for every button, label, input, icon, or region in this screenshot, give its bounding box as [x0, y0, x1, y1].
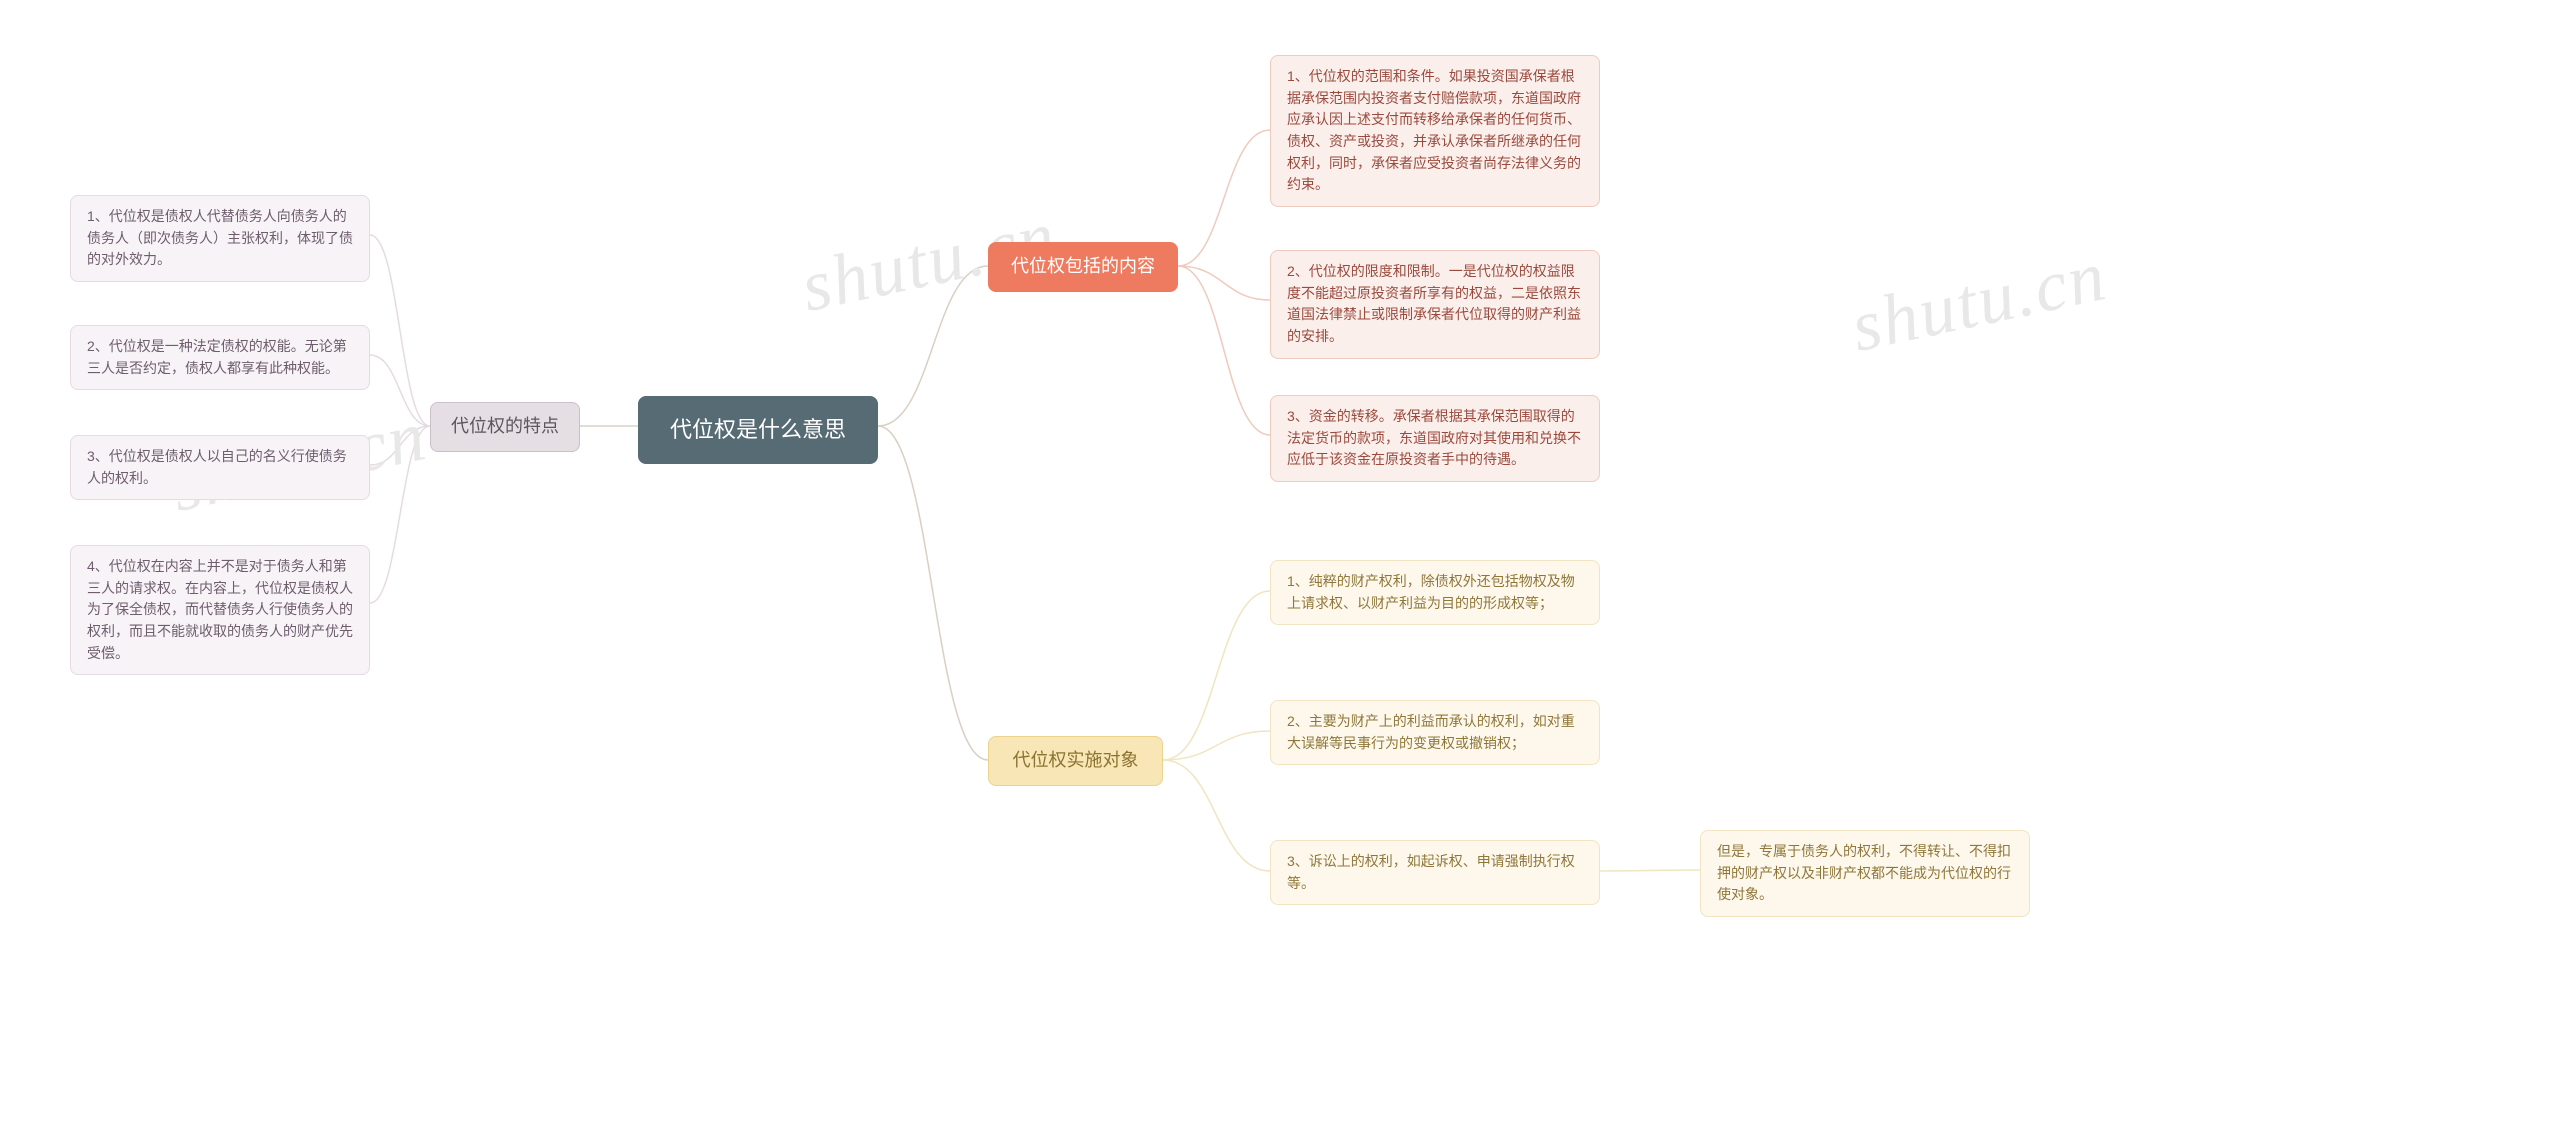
root-node: 代位权是什么意思 — [638, 396, 878, 464]
branch-0: 代位权包括的内容 — [988, 242, 1178, 292]
branch-0-leaf: 1、代位权的范围和条件。如果投资国承保者根据承保范围内投资者支付赔偿款项，东道国… — [1270, 55, 1600, 207]
mindmap-canvas: shutu.cnshutu.cnshutu.cn代位权是什么意思代位权的特点1、… — [0, 0, 2560, 1130]
features-leaf: 3、代位权是债权人以自己的名义行使债务人的权利。 — [70, 435, 370, 500]
branch-1-leaf: 3、诉讼上的权利，如起诉权、申请强制执行权等。 — [1270, 840, 1600, 905]
branch-1-subleaf: 但是，专属于债务人的权利，不得转让、不得扣押的财产权以及非财产权都不能成为代位权… — [1700, 830, 2030, 917]
branch-1-leaf: 2、主要为财产上的利益而承认的权利，如对重大误解等民事行为的变更权或撤销权； — [1270, 700, 1600, 765]
features-leaf: 4、代位权在内容上并不是对于债务人和第三人的请求权。在内容上，代位权是债权人为了… — [70, 545, 370, 675]
features-leaf: 1、代位权是债权人代替债务人向债务人的债务人（即次债务人）主张权利，体现了债的对… — [70, 195, 370, 282]
branch-features: 代位权的特点 — [430, 402, 580, 452]
branch-1: 代位权实施对象 — [988, 736, 1163, 786]
branch-0-leaf: 2、代位权的限度和限制。一是代位权的权益限度不能超过原投资者所享有的权益，二是依… — [1270, 250, 1600, 359]
branch-0-leaf: 3、资金的转移。承保者根据其承保范围取得的法定货币的款项，东道国政府对其使用和兑… — [1270, 395, 1600, 482]
watermark: shutu.cn — [1844, 234, 2114, 369]
branch-1-leaf: 1、纯粹的财产权利，除债权外还包括物权及物上请求权、以财产利益为目的的形成权等； — [1270, 560, 1600, 625]
features-leaf: 2、代位权是一种法定债权的权能。无论第三人是否约定，债权人都享有此种权能。 — [70, 325, 370, 390]
